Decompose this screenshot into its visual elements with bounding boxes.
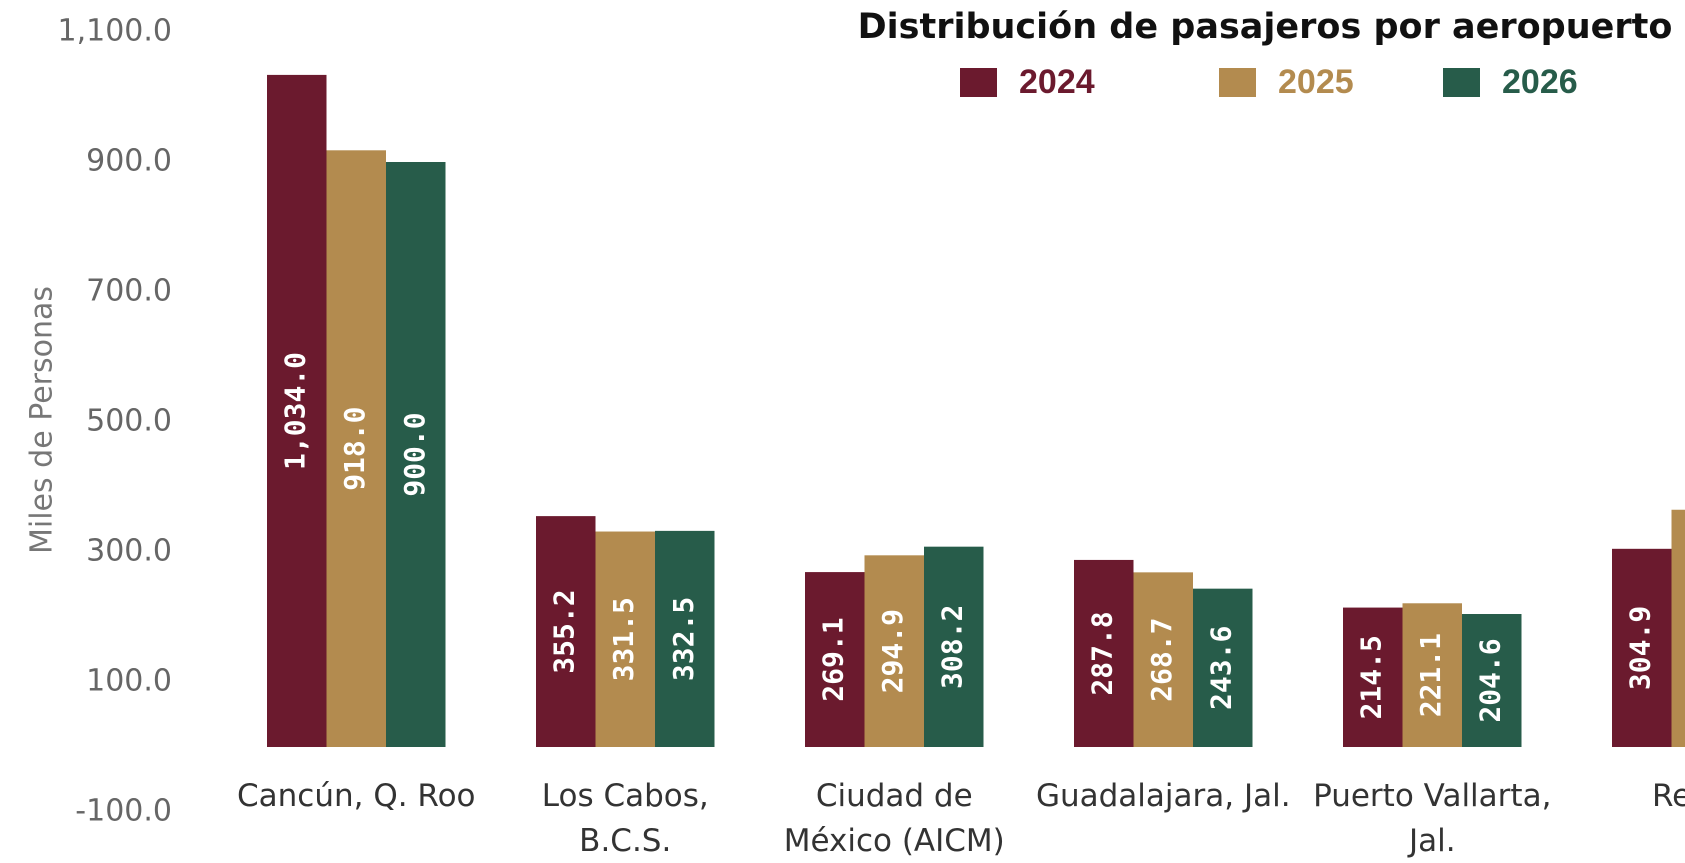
value-label: 1,034.0 <box>279 352 312 470</box>
value-label: 204.6 <box>1474 638 1507 722</box>
y-tick-label: 700.0 <box>86 274 172 309</box>
legend-label: 2026 <box>1502 63 1578 101</box>
legend-swatch <box>960 68 997 97</box>
x-tick-label: Ciudad de México (AICM) <box>784 778 1005 859</box>
value-label: 243.6 <box>1205 626 1238 710</box>
legend-label: 2025 <box>1278 63 1354 101</box>
bar <box>924 546 984 747</box>
value-label: 918.0 <box>338 407 371 491</box>
bar <box>1074 559 1134 747</box>
value-label: 287.8 <box>1086 611 1119 695</box>
x-tick-label: Cancún, Q. Roo <box>237 778 476 814</box>
value-label: 900.0 <box>398 412 431 496</box>
x-tick-label: Los Cabos, B.C.S. <box>542 778 709 859</box>
value-label: 268.7 <box>1145 618 1178 702</box>
value-label: 355.2 <box>548 589 581 673</box>
value-label: 308.2 <box>936 605 969 689</box>
bar <box>655 530 715 747</box>
bar <box>595 531 655 747</box>
bar <box>1133 572 1193 747</box>
value-label: 304.9 <box>1624 606 1657 690</box>
bar <box>864 555 924 747</box>
y-tick-label: 1,100.0 <box>57 14 172 49</box>
value-label: 294.9 <box>876 609 909 693</box>
y-tick-label: 100.0 <box>86 664 172 699</box>
legend-swatch <box>1219 68 1256 97</box>
bar <box>1671 509 1685 747</box>
y-tick-label: -100.0 <box>75 794 172 829</box>
bar <box>1612 548 1672 747</box>
bar <box>1462 614 1522 747</box>
legend-swatch <box>1443 68 1480 97</box>
bar <box>536 516 596 747</box>
value-label: 331.5 <box>607 597 640 681</box>
x-tick-label: Puerto Vallarta, Jal. <box>1313 778 1551 859</box>
y-tick-label: 300.0 <box>86 534 172 569</box>
bar <box>1193 588 1253 747</box>
legend-label: 2024 <box>1019 63 1095 101</box>
chart-title: Distribución de pasajeros por aeropuerto <box>858 7 1673 47</box>
value-label: 221.1 <box>1414 633 1447 717</box>
y-tick-label: 900.0 <box>86 144 172 179</box>
value-label: 269.1 <box>817 617 850 701</box>
bar <box>805 572 865 747</box>
value-label: 332.5 <box>667 597 700 681</box>
value-label: 214.5 <box>1355 635 1388 719</box>
bar <box>326 150 386 748</box>
x-tick-label: Re <box>1652 778 1685 814</box>
bar <box>1402 603 1462 747</box>
bar <box>267 74 327 747</box>
y-axis-title: Miles de Personas <box>25 286 60 554</box>
bar <box>386 162 446 747</box>
y-tick-label: 500.0 <box>86 404 172 439</box>
bar <box>1343 607 1403 747</box>
x-tick-label: Guadalajara, Jal. <box>1036 778 1291 814</box>
